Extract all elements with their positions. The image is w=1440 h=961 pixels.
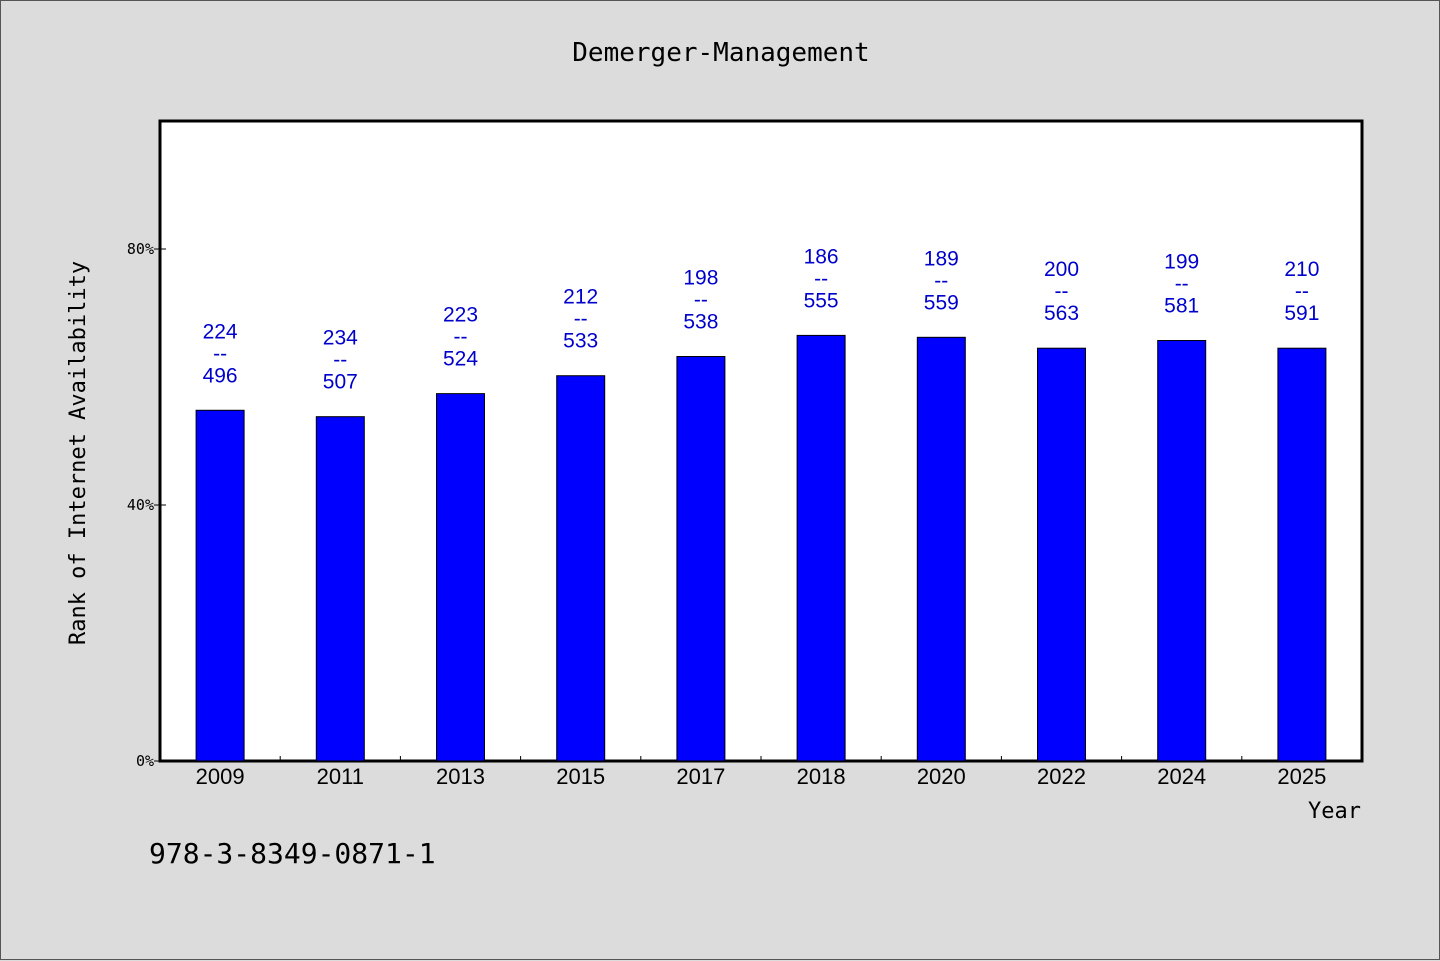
data-label-bottom-2013: 524 — [443, 348, 478, 371]
bar-2025 — [1277, 347, 1327, 762]
x-tick-label-2015: 2015 — [556, 764, 605, 789]
y-tick-label-0%: 0% — [136, 752, 154, 770]
data-label-top-2013: 223 — [443, 304, 478, 327]
x-tick-label-2009: 2009 — [196, 764, 245, 789]
data-label-bottom-2011: 507 — [323, 371, 358, 394]
x-axis: 2009 2011 2013 2015 2017 2018 2020 2022 2024 2025 — [196, 756, 1326, 789]
x-tick-label-2022: 2022 — [1037, 764, 1086, 789]
x-tick-label-2020: 2020 — [917, 764, 966, 789]
data-label-sep-2018: -- — [814, 267, 828, 290]
data-label-sep-2020: -- — [934, 269, 948, 292]
isbn-footer: 978-3-8349-0871-1 — [149, 837, 436, 870]
bar-2020 — [916, 336, 966, 762]
bar-2018 — [796, 334, 846, 762]
y-axis-title: Rank of Internet Availability — [66, 261, 91, 645]
y-tick-label-80%: 80% — [127, 240, 154, 258]
data-label-top-2017: 198 — [683, 267, 718, 290]
data-label-top-2022: 200 — [1044, 258, 1079, 281]
data-label-bottom-2024: 581 — [1164, 295, 1199, 318]
data-label-bottom-2018: 555 — [804, 289, 839, 312]
data-label-top-2020: 189 — [924, 247, 959, 270]
data-label-sep-2013: -- — [454, 326, 468, 349]
data-label-top-2018: 186 — [804, 245, 839, 268]
bar-2022 — [1037, 347, 1086, 762]
data-label-bottom-2022: 563 — [1044, 302, 1079, 325]
x-tick-label-2017: 2017 — [676, 764, 725, 789]
x-tick-label-2018: 2018 — [797, 764, 846, 789]
data-label-top-2025: 210 — [1284, 258, 1319, 281]
data-labels-layer: 224--496234--507223--524212--533198--538… — [203, 245, 1320, 393]
data-label-top-2011: 234 — [323, 327, 358, 350]
bar-2024 — [1157, 340, 1207, 762]
data-label-top-2015: 212 — [563, 286, 598, 309]
data-label-sep-2017: -- — [694, 289, 708, 312]
data-label-sep-2009: -- — [213, 342, 227, 365]
bar-2011 — [315, 416, 365, 762]
chart-title: Demerger-Management — [572, 38, 869, 68]
data-label-sep-2022: -- — [1055, 280, 1069, 303]
data-label-top-2024: 199 — [1164, 251, 1199, 274]
data-label-bottom-2009: 496 — [203, 364, 238, 387]
x-tick-label-2011: 2011 — [317, 764, 364, 789]
x-axis-title: Year — [1308, 799, 1361, 824]
bar-2017 — [676, 356, 726, 762]
data-label-top-2009: 224 — [203, 320, 238, 343]
bar-2009 — [195, 409, 245, 762]
data-label-sep-2024: -- — [1175, 273, 1189, 296]
bars-layer — [195, 334, 1327, 762]
x-tick-label-2025: 2025 — [1277, 764, 1326, 789]
data-label-sep-2025: -- — [1295, 280, 1309, 303]
data-label-bottom-2020: 559 — [924, 291, 959, 314]
data-label-bottom-2025: 591 — [1284, 302, 1319, 325]
y-tick-label-40%: 40% — [127, 496, 154, 514]
data-label-sep-2011: -- — [333, 349, 347, 372]
data-label-bottom-2017: 538 — [683, 311, 718, 334]
x-tick-label-2024: 2024 — [1157, 764, 1206, 789]
y-axis: 0% 40% 80% — [127, 240, 166, 770]
data-label-sep-2015: -- — [574, 308, 588, 331]
bar-2013 — [436, 393, 485, 762]
data-label-bottom-2015: 533 — [563, 330, 598, 353]
bar-2015 — [556, 375, 606, 762]
x-tick-label-2013: 2013 — [436, 764, 485, 789]
